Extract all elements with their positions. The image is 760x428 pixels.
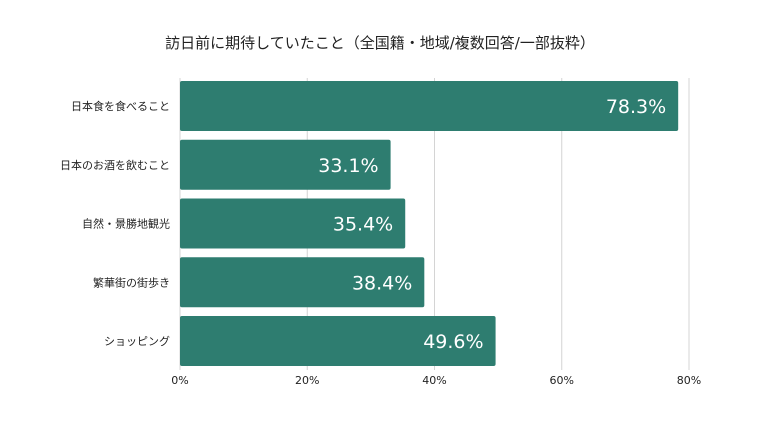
bar xyxy=(180,139,391,190)
data-label: 78.3% xyxy=(606,96,666,118)
data-label: 33.1% xyxy=(318,155,378,177)
category-label: 日本食を食べること xyxy=(71,99,170,113)
bars: 78.3% 33.1% 35.4% 38.4% 49.6% xyxy=(180,81,679,366)
category-label: 日本のお酒を飲むこと xyxy=(60,158,170,172)
data-label: 49.6% xyxy=(423,331,483,353)
bar xyxy=(180,198,406,249)
x-tick-label: 40% xyxy=(422,374,446,387)
category-label: 自然・景勝地観光 xyxy=(82,217,170,231)
x-tick-label: 0% xyxy=(171,374,188,387)
data-label: 35.4% xyxy=(333,214,393,236)
category-label: 繁華街の街歩き xyxy=(93,275,170,289)
bar xyxy=(180,257,425,308)
data-label: 38.4% xyxy=(352,272,412,294)
x-tick-labels: 0% 20% 40% 60% 80% xyxy=(171,374,701,387)
x-tick-label: 60% xyxy=(550,374,574,387)
category-label: ショッピング xyxy=(104,334,170,348)
x-tick-label: 20% xyxy=(295,374,319,387)
bar xyxy=(180,316,496,366)
bar xyxy=(180,81,679,131)
x-tick-label: 80% xyxy=(677,374,701,387)
chart-title: 訪日前に期待していたこと（全国籍・地域/複数回答/一部抜粋） xyxy=(165,34,595,52)
